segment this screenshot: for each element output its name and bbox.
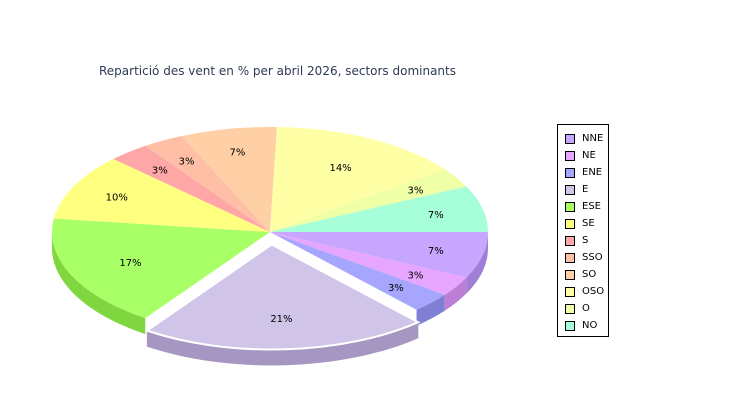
legend-item-se: SE	[558, 215, 608, 232]
legend-swatch	[565, 235, 575, 246]
legend-label: E	[582, 184, 589, 195]
legend-item-nne: NNE	[558, 130, 608, 147]
pie-slice-ese	[52, 218, 270, 319]
data-label-s: 3%	[152, 166, 168, 177]
legend-label: ESE	[582, 201, 601, 212]
pie-slice-sso	[145, 135, 270, 232]
pie-slice-o	[270, 169, 467, 232]
pie-slice-so	[181, 127, 277, 232]
legend-swatch	[565, 133, 575, 144]
legend-swatch	[565, 303, 575, 314]
data-label-so: 7%	[230, 148, 246, 159]
legend-swatch	[565, 286, 575, 297]
legend-swatch	[565, 218, 575, 229]
data-label-ene: 3%	[388, 283, 404, 294]
pie-slice-e	[144, 243, 421, 351]
pie-side-ne	[444, 277, 467, 311]
pie-side-ese	[52, 232, 146, 335]
legend-item-sso: SSO	[558, 249, 608, 266]
data-label-oso: 14%	[329, 163, 351, 174]
legend-item-o: O	[558, 300, 608, 317]
legend-item-so: SO	[558, 266, 608, 283]
pie-slice-se	[53, 158, 270, 232]
legend-item-ne: NE	[558, 147, 608, 164]
data-label-se: 10%	[106, 192, 128, 203]
legend-swatch	[565, 201, 575, 212]
chart-title: Repartició des vent en % per abril 2026,…	[99, 64, 456, 78]
data-label-sso: 3%	[179, 157, 195, 168]
data-label-e: 21%	[270, 314, 292, 325]
data-label-no: 7%	[428, 210, 444, 221]
pie-side-nne	[466, 232, 488, 294]
legend-label: O	[582, 303, 590, 314]
pie-slice-oso	[270, 127, 445, 232]
chart-legend: NNE NE ENE E ESE SE S SSO SO OSO O NO	[557, 124, 609, 337]
legend-label: SSO	[582, 252, 603, 263]
pie-slice-nne	[270, 232, 488, 278]
data-label-nne: 7%	[428, 246, 444, 257]
legend-swatch	[565, 252, 575, 263]
legend-item-ese: ESE	[558, 198, 608, 215]
pie-slice-no	[270, 186, 488, 232]
pie-slice-ne	[270, 232, 467, 295]
pie-side-ene	[416, 294, 445, 326]
legend-swatch	[565, 150, 575, 161]
legend-label: ENE	[582, 167, 603, 178]
legend-label: NO	[582, 320, 598, 331]
legend-label: SO	[582, 269, 597, 280]
legend-swatch	[565, 167, 575, 178]
legend-item-e: E	[558, 181, 608, 198]
legend-label: SE	[582, 218, 595, 229]
pie-slice-s	[113, 145, 270, 232]
data-label-o: 3%	[407, 186, 423, 197]
legend-swatch	[565, 184, 575, 195]
legend-item-s: S	[558, 232, 608, 249]
data-label-ese: 17%	[119, 258, 141, 269]
pie-side-e	[146, 322, 419, 366]
legend-label: NE	[582, 150, 596, 161]
legend-label: OSO	[582, 286, 605, 297]
pie-slice-ene	[270, 232, 445, 310]
legend-item-no: NO	[558, 317, 608, 334]
legend-item-oso: OSO	[558, 283, 608, 300]
legend-swatch	[565, 320, 575, 331]
legend-item-ene: ENE	[558, 164, 608, 181]
data-label-ne: 3%	[407, 270, 423, 281]
legend-label: NNE	[582, 133, 604, 144]
legend-label: S	[582, 235, 589, 246]
legend-swatch	[565, 269, 575, 280]
